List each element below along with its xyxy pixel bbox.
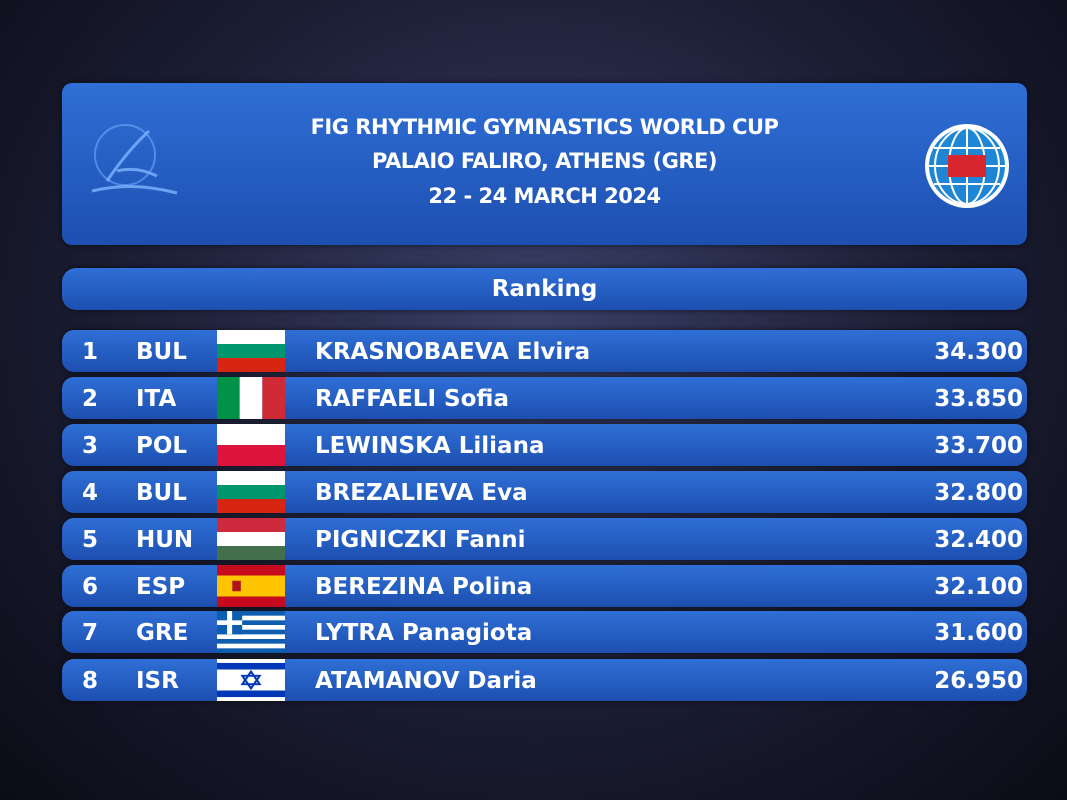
score: 32.100 <box>934 574 1023 600</box>
athlete: BEREZINA Polina <box>315 574 533 600</box>
athlete: RAFFAELI Sofia <box>315 386 509 412</box>
rank: 7 <box>81 620 98 646</box>
title-line: 22 - 24 MARCH 2024 <box>428 184 661 208</box>
country: HUN <box>136 527 194 553</box>
fig-logo <box>925 124 1009 208</box>
ranking-row: 6 ESP BEREZINA Polina 32.100 <box>62 565 1027 607</box>
athlete: LYTRA Panagiota <box>315 620 533 646</box>
score: 31.600 <box>934 620 1023 646</box>
flag <box>217 471 285 513</box>
flag <box>217 659 285 701</box>
score: 32.800 <box>934 480 1023 506</box>
rank: 3 <box>81 433 98 459</box>
athlete: ATAMANOV Daria <box>315 668 537 694</box>
score: 34.300 <box>934 339 1023 365</box>
ranking-row: 4 BUL BREZALIEVA Eva 32.800 <box>62 471 1027 513</box>
ranking-row: 5 HUN PIGNICZKI Fanni 32.400 <box>62 518 1027 560</box>
ranking-row: 8 ISR ATAMANOV Daria 26.950 <box>62 659 1027 701</box>
rank: 5 <box>81 527 98 553</box>
header-panel: FIG RHYTHMIC GYMNASTICS WORLD CUP PALAIO… <box>62 83 1027 245</box>
athlete: PIGNICZKI Fanni <box>315 527 526 553</box>
athlete: LEWINSKA Liliana <box>315 433 545 459</box>
country: BUL <box>136 339 187 365</box>
flag <box>217 518 285 560</box>
ranking-row: 3 POL LEWINSKA Liliana 33.700 <box>62 424 1027 466</box>
title-line: FIG RHYTHMIC GYMNASTICS WORLD CUP <box>310 115 779 139</box>
event-logo <box>91 124 178 195</box>
ranking-row: 7 GRE LYTRA Panagiota 31.600 <box>62 611 1027 653</box>
athlete: BREZALIEVA Eva <box>315 480 528 506</box>
score: 32.400 <box>934 527 1023 553</box>
country: ESP <box>136 574 186 600</box>
rank: 4 <box>81 480 98 506</box>
ranking-row: 2 ITA RAFFAELI Sofia 33.850 <box>62 377 1027 419</box>
rank: 6 <box>81 574 98 600</box>
score: 33.700 <box>934 433 1023 459</box>
athlete: KRASNOBAEVA Elvira <box>315 339 591 365</box>
flag <box>217 565 285 607</box>
ranking-row: 1 BUL KRASNOBAEVA Elvira 34.300 <box>62 330 1027 372</box>
ranking-bar: Ranking <box>62 268 1027 310</box>
rank: 2 <box>81 386 98 412</box>
flag <box>217 611 285 653</box>
title-line: PALAIO FALIRO, ATHENS (GRE) <box>372 149 717 173</box>
country: BUL <box>136 480 187 506</box>
flag <box>217 377 285 419</box>
country: POL <box>136 433 188 459</box>
country: ITA <box>136 386 177 412</box>
score: 26.950 <box>934 668 1023 694</box>
country: GRE <box>136 620 189 646</box>
flag <box>217 330 285 372</box>
score: 33.850 <box>934 386 1023 412</box>
rank: 1 <box>81 339 98 365</box>
rank: 8 <box>81 668 98 694</box>
country: ISR <box>136 668 179 694</box>
flag <box>217 424 285 466</box>
